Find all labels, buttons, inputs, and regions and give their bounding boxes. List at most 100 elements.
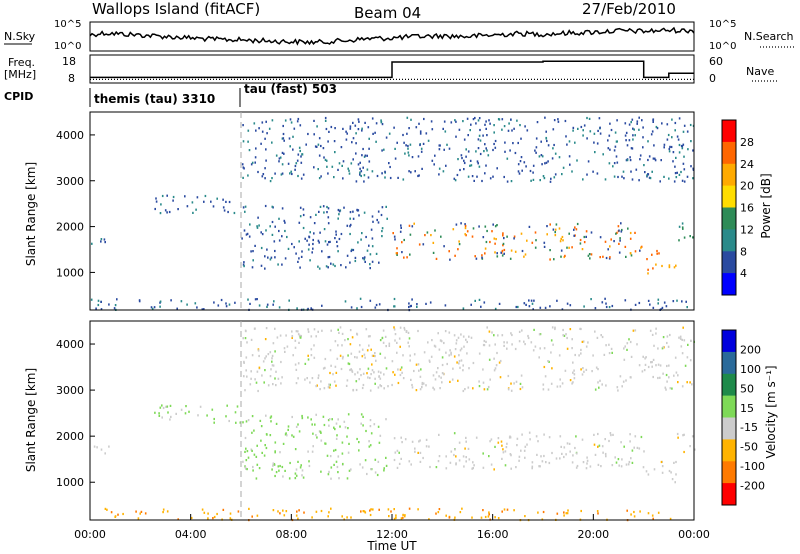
data-point [496, 167, 498, 170]
data-point [546, 139, 548, 143]
data-point [392, 371, 394, 374]
data-point [379, 434, 382, 437]
colorbar-swatch [722, 185, 736, 208]
data-point [327, 172, 329, 175]
data-point [334, 151, 336, 154]
data-point [547, 388, 550, 391]
data-point [360, 422, 362, 425]
data-point [586, 137, 588, 140]
data-point [399, 230, 402, 233]
data-point [482, 236, 485, 239]
data-point [532, 164, 535, 167]
data-point [601, 301, 604, 304]
data-point [593, 132, 596, 135]
data-point [577, 127, 579, 130]
data-point [638, 301, 641, 305]
data-point [176, 307, 178, 310]
data-point [376, 473, 379, 477]
data-point [166, 194, 168, 197]
data-point [307, 307, 309, 310]
data-point [435, 257, 438, 260]
data-point [626, 144, 629, 147]
data-point [160, 203, 162, 206]
data-point [676, 135, 679, 138]
data-point [500, 251, 502, 254]
data-point [586, 116, 588, 120]
data-point [542, 510, 545, 514]
data-point [283, 219, 286, 222]
data-point [454, 348, 457, 351]
data-point [568, 155, 571, 158]
data-point [308, 243, 310, 246]
data-point [689, 381, 691, 384]
data-point [686, 306, 688, 309]
data-point [380, 121, 383, 124]
data-point [471, 175, 474, 178]
data-point [352, 210, 354, 213]
data-point [313, 133, 315, 136]
data-point [385, 345, 387, 348]
nave-label: Nave [746, 65, 774, 78]
data-point [624, 122, 627, 125]
data-point [611, 464, 614, 467]
data-point [341, 164, 343, 167]
data-point [458, 359, 461, 363]
nave-tick-bottom: 0 [709, 72, 716, 85]
data-point [299, 336, 302, 339]
data-point [632, 127, 634, 130]
data-point [411, 298, 413, 301]
data-point [582, 129, 584, 132]
data-point [359, 463, 361, 466]
data-point [513, 237, 515, 240]
data-point [687, 148, 689, 151]
data-point [633, 128, 635, 131]
data-point [370, 432, 373, 435]
data-point [177, 208, 179, 211]
data-point [355, 388, 358, 392]
data-point [592, 354, 594, 357]
data-point [576, 222, 579, 226]
data-point [284, 469, 286, 472]
data-point [668, 266, 671, 269]
data-point [652, 375, 654, 379]
data-point [166, 211, 168, 214]
data-point [641, 370, 644, 373]
data-point [619, 239, 621, 242]
data-point [282, 137, 285, 140]
data-point [638, 116, 640, 119]
data-point [649, 177, 652, 180]
data-point [499, 376, 502, 379]
data-point [518, 330, 521, 333]
data-point [566, 246, 568, 249]
data-point [640, 435, 643, 439]
data-point [406, 132, 408, 135]
data-point [253, 122, 256, 125]
data-point [571, 338, 573, 341]
data-point [581, 438, 584, 441]
data-point [228, 200, 231, 204]
data-point [635, 168, 638, 171]
data-point [407, 151, 410, 154]
data-point [563, 455, 565, 459]
data-point [364, 511, 367, 514]
data-point [330, 507, 332, 510]
data-point [541, 460, 544, 463]
data-point [114, 515, 116, 518]
data-point [449, 380, 451, 383]
data-point [520, 156, 523, 159]
data-point [300, 255, 303, 258]
data-point [276, 336, 279, 339]
data-point [454, 448, 456, 451]
data-point [432, 386, 434, 389]
data-point [408, 302, 410, 305]
data-point [527, 334, 529, 338]
data-point [563, 511, 565, 514]
data-point [677, 374, 679, 377]
data-point [525, 165, 527, 168]
data-point [687, 343, 689, 346]
data-point [338, 331, 340, 334]
data-point [352, 137, 355, 140]
data-point [666, 123, 669, 126]
data-point [278, 469, 280, 472]
data-point [329, 240, 331, 243]
